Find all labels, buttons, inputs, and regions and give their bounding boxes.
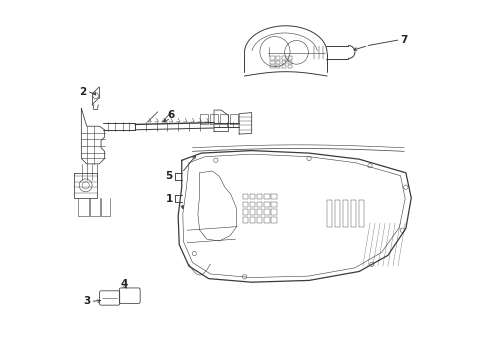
Text: 7: 7 [400, 35, 407, 45]
Bar [270, 60, 274, 64]
Bar [276, 65, 280, 68]
Bar [257, 202, 262, 207]
Bar [281, 56, 285, 59]
Bar [270, 56, 274, 59]
Bar [249, 217, 255, 223]
Text: 4: 4 [121, 279, 128, 289]
Bar [242, 202, 247, 207]
Bar [281, 65, 285, 68]
Text: 5: 5 [165, 171, 172, 181]
Text: 3: 3 [83, 296, 90, 306]
Bar [264, 202, 269, 207]
Bar [264, 217, 269, 223]
Bar [257, 217, 262, 223]
Bar [334, 200, 340, 226]
Bar [287, 56, 291, 59]
Bar [257, 194, 262, 199]
Bar [242, 194, 247, 199]
Bar [358, 200, 363, 226]
Bar [249, 194, 255, 199]
Bar [271, 217, 276, 223]
Bar [242, 217, 247, 223]
Bar [271, 194, 276, 199]
Bar [287, 60, 291, 64]
Bar [271, 210, 276, 215]
Text: 1: 1 [165, 194, 172, 204]
Bar [264, 194, 269, 199]
Bar [249, 210, 255, 215]
Bar [242, 210, 247, 215]
Bar [264, 210, 269, 215]
Bar [326, 200, 332, 226]
Bar [281, 60, 285, 64]
Bar [249, 202, 255, 207]
Bar [257, 210, 262, 215]
Bar [342, 200, 347, 226]
Bar [270, 65, 274, 68]
Text: 6: 6 [167, 111, 174, 121]
Bar [271, 202, 276, 207]
Bar [276, 60, 280, 64]
Text: 2: 2 [80, 87, 86, 97]
Bar [287, 65, 291, 68]
Bar [276, 56, 280, 59]
Bar [350, 200, 355, 226]
